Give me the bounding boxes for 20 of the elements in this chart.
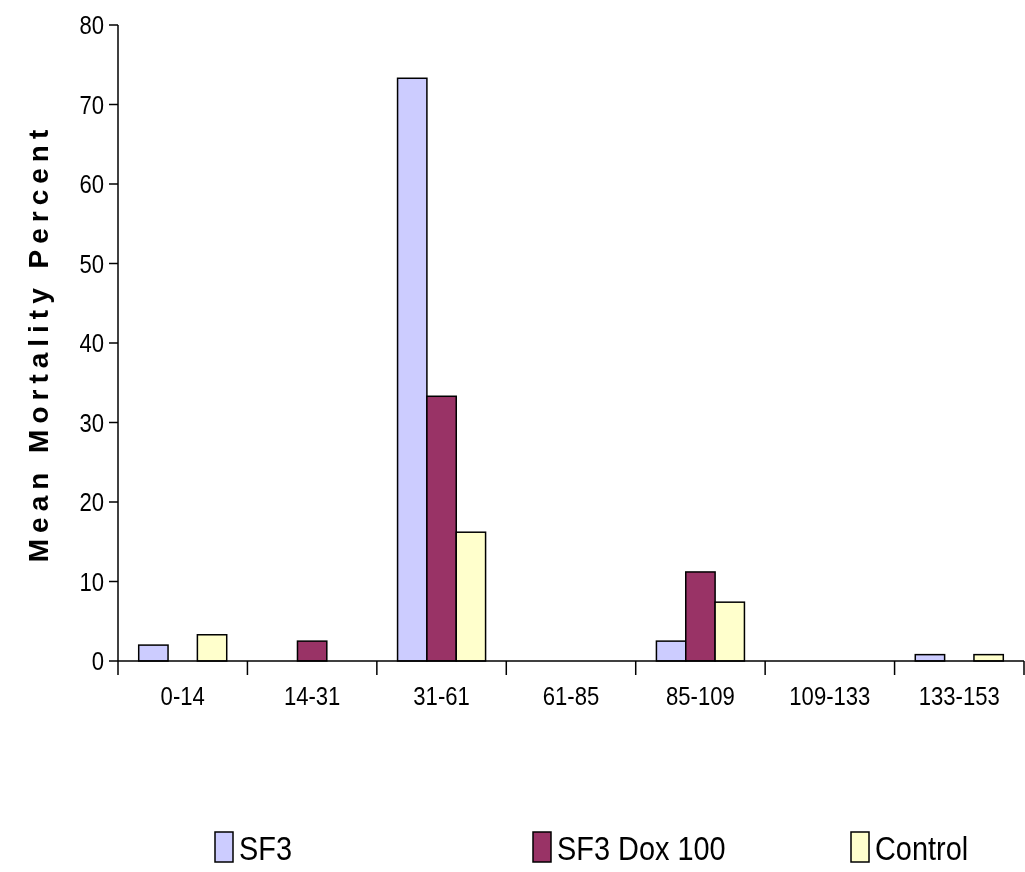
y-tick-label: 80 bbox=[79, 10, 104, 40]
y-tick-label: 0 bbox=[91, 646, 104, 676]
y-tick-label: 50 bbox=[79, 248, 104, 278]
x-tick-label: 85-109 bbox=[666, 681, 735, 711]
x-tick-label: 31-61 bbox=[413, 681, 470, 711]
x-tick-label: 133-153 bbox=[918, 681, 1000, 711]
y-tick-label: 30 bbox=[79, 407, 104, 437]
x-tick-label: 109-133 bbox=[789, 681, 871, 711]
x-tick-label: 61-85 bbox=[542, 681, 600, 711]
y-tick-label: 70 bbox=[79, 89, 104, 119]
y-tick-label: 40 bbox=[79, 328, 104, 358]
y-tick-label: 10 bbox=[79, 566, 104, 596]
legend-label: SF3 bbox=[239, 828, 292, 868]
x-tick-label: 14-31 bbox=[283, 681, 341, 711]
y-tick-label: 20 bbox=[79, 487, 104, 517]
legend-label: SF3 Dox 100 bbox=[557, 828, 726, 868]
legend-label: Control bbox=[875, 828, 969, 868]
x-tick-label: 0-14 bbox=[160, 681, 205, 711]
y-axis-title: Mean Mortality Percent bbox=[23, 123, 54, 563]
y-tick-label: 60 bbox=[79, 169, 104, 199]
